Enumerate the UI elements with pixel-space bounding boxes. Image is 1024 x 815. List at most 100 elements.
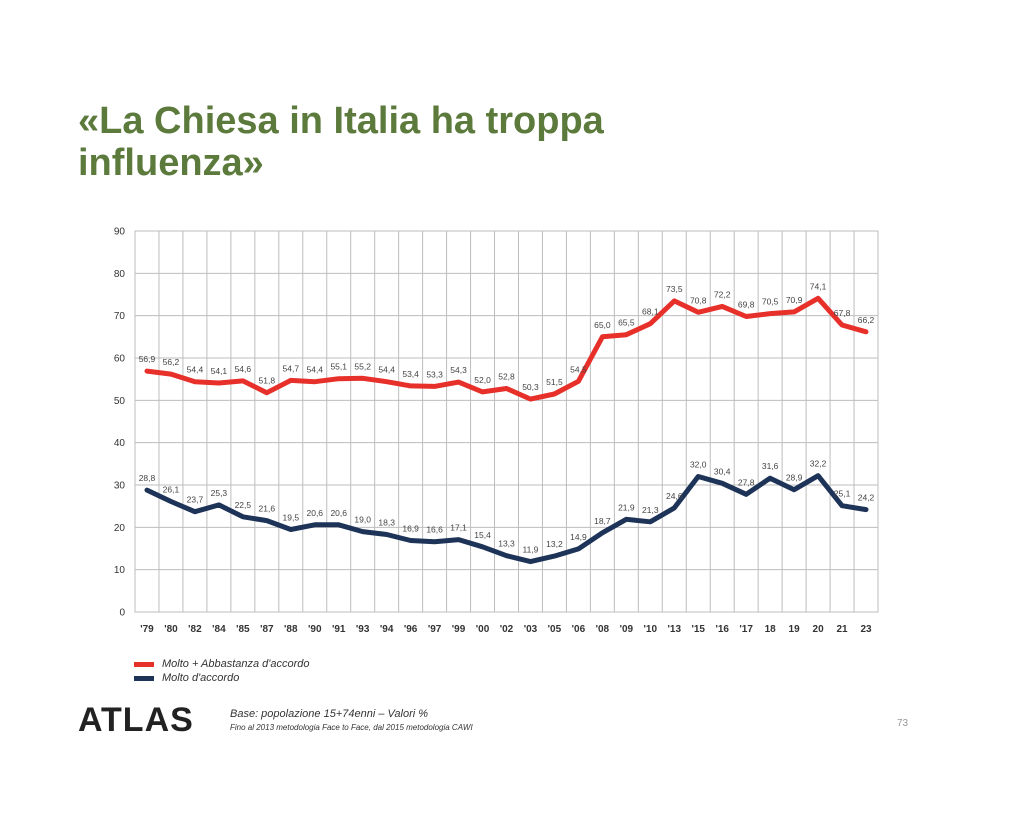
data-label: 74,1 (810, 281, 827, 291)
chart-data-labels: 56,9 56,2 54,4 54,1 54,6 51,8 54,7 54,4 55,1 55,2… (139, 281, 875, 554)
x-tick-label: '06 (572, 624, 586, 635)
data-label: 28,8 (139, 473, 156, 483)
data-label: 19,5 (283, 512, 300, 522)
y-tick-label: 60 (114, 354, 126, 365)
data-label: 54,4 (187, 365, 204, 375)
data-label: 23,7 (187, 495, 204, 505)
data-label: 67,8 (834, 308, 851, 318)
data-label: 25,3 (211, 488, 228, 498)
x-tick-label: '79 (140, 624, 154, 635)
legend-item-molto: Molto d'accordo (134, 671, 310, 685)
data-label: 53,4 (402, 369, 419, 379)
x-tick-label: '02 (500, 624, 514, 635)
x-tick-label: '05 (548, 624, 562, 635)
x-tick-label: '99 (452, 624, 466, 635)
data-label: 53,3 (426, 369, 443, 379)
y-tick-label: 90 (114, 227, 126, 238)
data-label: 27,8 (738, 477, 755, 487)
data-label: 32,0 (690, 460, 707, 470)
data-label: 50,3 (522, 382, 539, 392)
y-tick-label: 20 (114, 523, 126, 534)
data-label: 20,6 (306, 508, 323, 518)
y-tick-label: 10 (114, 565, 126, 576)
x-tick-label: '82 (188, 624, 202, 635)
data-label: 21,9 (618, 502, 635, 512)
y-tick-label: 0 (119, 608, 125, 619)
data-label: 30,4 (714, 466, 731, 476)
data-label: 13,3 (498, 539, 515, 549)
x-tick-label: '03 (524, 624, 538, 635)
y-tick-label: 30 (114, 481, 126, 492)
data-label: 52,0 (474, 375, 491, 385)
data-label: 11,9 (523, 545, 539, 555)
x-tick-label: 20 (813, 624, 825, 635)
x-tick-label: '93 (356, 624, 370, 635)
footnotes: Base: popolazione 15+74enni – Valori % F… (230, 707, 473, 735)
data-label: 54,4 (378, 365, 395, 375)
x-tick-label: '84 (212, 624, 226, 635)
y-tick-label: 50 (114, 396, 126, 407)
y-tick-label: 80 (114, 269, 126, 280)
page-number: 73 (897, 718, 909, 729)
data-label: 56,2 (163, 357, 180, 367)
data-label: 70,5 (762, 297, 779, 307)
data-label: 54,6 (235, 364, 252, 374)
series-line-total (144, 295, 869, 402)
x-tick-label: '13 (668, 624, 682, 635)
x-tick-label: '00 (476, 624, 490, 635)
data-label: 32,2 (810, 459, 827, 469)
x-tick-label: '10 (644, 624, 658, 635)
method-note: Fino al 2013 metodologia Face to Face, d… (230, 723, 473, 732)
x-tick-label: '15 (691, 624, 705, 635)
data-label: 16,9 (402, 523, 419, 533)
x-tick-label: '09 (620, 624, 634, 635)
data-label: 16,6 (426, 525, 443, 535)
data-label: 68,1 (642, 307, 659, 317)
data-label: 22,5 (235, 500, 252, 510)
legend-item-total: Molto + Abbastanza d'accordo (134, 657, 310, 671)
data-label: 24,2 (858, 493, 875, 503)
data-label: 31,6 (762, 461, 779, 471)
data-label: 24,6 (666, 491, 683, 501)
data-label: 56,9 (139, 354, 156, 364)
data-label: 15,4 (474, 530, 491, 540)
x-tick-label: '17 (739, 624, 753, 635)
data-label: 66,2 (858, 315, 875, 325)
base-note: Base: popolazione 15+74enni – Valori % (230, 708, 429, 720)
data-label: 54,7 (283, 363, 300, 373)
legend-label-total: Molto + Abbastanza d'accordo (162, 658, 310, 670)
x-tick-label: '97 (428, 624, 442, 635)
legend-swatch-navy (134, 675, 154, 681)
data-label: 13,2 (546, 539, 563, 549)
data-label: 28,9 (786, 473, 803, 483)
x-tick-label: '94 (380, 624, 394, 635)
x-tick-label: '91 (332, 624, 346, 635)
chart-legend: Molto + Abbastanza d'accordo Molto d'acc… (134, 657, 310, 685)
x-tick-label: '80 (164, 624, 178, 635)
data-label: 21,3 (642, 505, 659, 515)
data-label: 73,5 (666, 284, 683, 294)
x-tick-label: 23 (860, 624, 872, 635)
data-label: 19,0 (354, 515, 371, 525)
x-tick-label: '87 (260, 624, 274, 635)
chart-axes: 0 10 20 30 40 50 60 70 80 90 '79 '80 '82 '84 '85 '87 '88… (114, 227, 872, 636)
slide-title: «La Chiesa in Italia ha troppa influenza… (78, 100, 604, 184)
x-tick-label: '96 (404, 624, 418, 635)
data-label: 54,4 (306, 365, 323, 375)
data-label: 55,1 (330, 362, 347, 372)
data-label: 54,5 (570, 364, 587, 374)
data-label: 14,9 (570, 532, 587, 542)
data-label: 54,3 (450, 365, 467, 375)
data-label: 52,8 (498, 371, 515, 381)
x-tick-label: '88 (284, 624, 298, 635)
y-tick-label: 70 (114, 311, 126, 322)
data-label: 20,6 (330, 508, 347, 518)
x-tick-label: '85 (236, 624, 250, 635)
series-line-molto (144, 473, 869, 565)
chart-lines (144, 295, 869, 565)
data-label: 51,5 (546, 377, 563, 387)
atlas-logo: ATLAS (78, 701, 194, 739)
data-label: 18,3 (378, 518, 395, 528)
data-label: 55,2 (354, 361, 371, 371)
